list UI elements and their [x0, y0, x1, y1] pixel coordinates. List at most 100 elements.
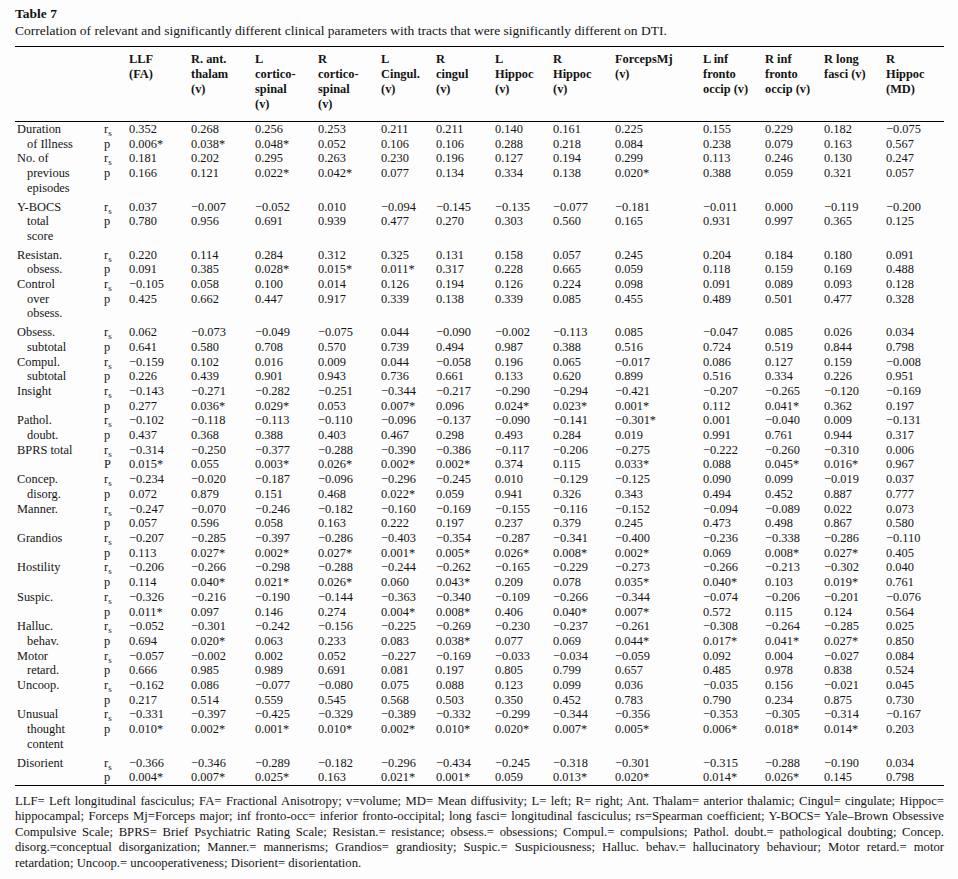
rs-value: −0.286 — [318, 531, 381, 546]
p-value — [381, 306, 436, 325]
p-value: 0.133 — [495, 369, 553, 384]
rs-value: −0.002 — [191, 649, 255, 664]
rs-value: 0.073 — [886, 502, 944, 517]
rs-value: −0.288 — [318, 560, 381, 575]
rs-value: −0.425 — [255, 707, 318, 722]
p-value: 0.020* — [615, 770, 703, 785]
rs-value: −0.234 — [129, 472, 191, 487]
p-value: 0.007* — [191, 770, 255, 785]
rs-value: −0.119 — [824, 200, 886, 215]
row-label: obsess. — [15, 306, 103, 325]
p-value — [255, 737, 318, 756]
table-row: of Illnessp0.006*0.038*0.048*0.0520.1060… — [15, 137, 944, 152]
rs-value: −0.227 — [381, 649, 436, 664]
rs-value: −0.282 — [255, 384, 318, 399]
stat-label: rs — [103, 384, 129, 399]
p-value: 0.245 — [615, 516, 703, 531]
p-value — [886, 181, 944, 200]
rs-value: 0.131 — [436, 248, 495, 263]
rs-value: −0.182 — [318, 756, 381, 771]
rs-value: −0.090 — [495, 413, 553, 428]
table-row: Obsess.rs0.062−0.073−0.049−0.0750.044−0.… — [15, 325, 944, 340]
rs-value: −0.285 — [824, 619, 886, 634]
p-value: 0.879 — [191, 487, 255, 502]
p-value: 0.564 — [886, 605, 944, 620]
p-value — [824, 181, 886, 200]
rs-value: −0.236 — [703, 531, 765, 546]
table-row: Halluc.rs−0.052−0.301−0.242−0.156−0.225−… — [15, 619, 944, 634]
column-header: R cortico- spinal (v) — [318, 47, 381, 122]
rs-value: −0.338 — [765, 531, 824, 546]
p-value: 0.939 — [318, 214, 381, 229]
p-value: 0.088 — [703, 457, 765, 472]
p-value: 0.425 — [129, 292, 191, 307]
stat-label: rs — [103, 472, 129, 487]
p-value: 0.343 — [615, 487, 703, 502]
p-value — [436, 181, 495, 200]
row-label: Insight — [15, 384, 103, 399]
rs-value: −0.129 — [553, 472, 615, 487]
p-value — [615, 229, 703, 248]
row-label: Duration — [15, 122, 103, 137]
stat-label: p — [103, 428, 129, 443]
stat-label: p — [103, 292, 129, 307]
p-value: 0.022* — [381, 487, 436, 502]
p-value: 0.580 — [191, 340, 255, 355]
rs-value: 0.127 — [495, 151, 553, 166]
p-value: 0.124 — [824, 605, 886, 620]
stat-label: p — [103, 546, 129, 561]
p-value: 0.006* — [703, 722, 765, 737]
rs-value: 0.352 — [129, 122, 191, 137]
p-value — [318, 229, 381, 248]
row-label: No. of — [15, 151, 103, 166]
stat-label: rs — [103, 531, 129, 546]
rs-value: 0.085 — [765, 325, 824, 340]
p-value: 0.514 — [191, 693, 255, 708]
stat-label: p — [103, 340, 129, 355]
table-row: Y-BOCSrs0.037−0.007−0.0520.010−0.094−0.1… — [15, 200, 944, 215]
table-row: Pathol.rs−0.102−0.118−0.113−0.110−0.096−… — [15, 413, 944, 428]
p-value: 0.151 — [255, 487, 318, 502]
row-label — [15, 516, 103, 531]
table-row: obsess.p0.0910.3850.028*0.015*0.011*0.31… — [15, 262, 944, 277]
p-value: 0.799 — [553, 663, 615, 678]
row-label: Disorient — [15, 756, 103, 771]
rs-value: 0.034 — [886, 325, 944, 340]
stat-label — [103, 229, 129, 248]
p-value: 0.106 — [436, 137, 495, 152]
rs-value: −0.421 — [615, 384, 703, 399]
rs-value: −0.049 — [255, 325, 318, 340]
row-label: obsess. — [15, 262, 103, 277]
column-header: L Hippoc (v) — [495, 47, 553, 122]
p-value: 0.321 — [824, 166, 886, 181]
row-label: disorg. — [15, 487, 103, 502]
p-value: 0.045* — [765, 457, 824, 472]
rs-value: −0.260 — [765, 443, 824, 458]
stat-label: rs — [103, 649, 129, 664]
stat-label — [103, 737, 129, 756]
rs-value: 0.246 — [765, 151, 824, 166]
table-row: P0.015*0.0550.003*0.026*0.002*0.002*0.37… — [15, 457, 944, 472]
rs-value: 0.004 — [765, 649, 824, 664]
p-value: 0.406 — [495, 605, 553, 620]
p-value: 0.691 — [255, 214, 318, 229]
row-label: Concep. — [15, 472, 103, 487]
table-row: p0.2770.036*0.029*0.0530.007*0.0960.024*… — [15, 399, 944, 414]
p-value: 0.007* — [553, 722, 615, 737]
rs-value: 0.090 — [703, 472, 765, 487]
table-row: overp0.4250.6620.4470.9170.3390.1380.339… — [15, 292, 944, 307]
p-value: 0.997 — [765, 214, 824, 229]
rs-value: 0.091 — [703, 277, 765, 292]
p-value: 0.493 — [495, 428, 553, 443]
p-value — [255, 229, 318, 248]
p-value: 0.989 — [255, 663, 318, 678]
p-value: 0.385 — [191, 262, 255, 277]
rs-value: −0.310 — [824, 443, 886, 458]
rs-value: −0.366 — [129, 756, 191, 771]
rs-value: −0.057 — [129, 649, 191, 664]
p-value: 0.040* — [703, 575, 765, 590]
p-value — [129, 181, 191, 200]
p-value — [129, 306, 191, 325]
p-value: 0.079 — [765, 137, 824, 152]
rs-value: −0.190 — [255, 590, 318, 605]
